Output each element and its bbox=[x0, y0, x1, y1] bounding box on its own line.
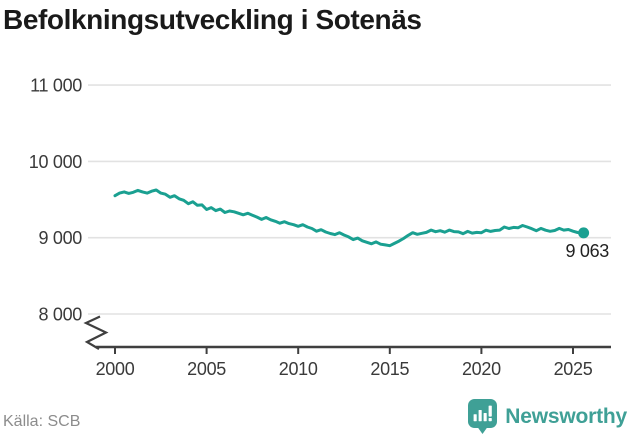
last-value-label: 9 063 bbox=[565, 241, 609, 261]
y-axis-break-icon bbox=[83, 315, 109, 350]
y-axis-tick-label: 11 000 bbox=[30, 76, 82, 96]
last-point-marker bbox=[578, 227, 590, 239]
x-axis-tick-label: 2010 bbox=[279, 359, 318, 379]
y-axis-tick-label: 8 000 bbox=[38, 305, 82, 325]
newsworthy-wordmark: Newsworthy bbox=[505, 404, 627, 428]
y-axis-tick-label: 9 000 bbox=[38, 228, 82, 248]
bar-chart-speech-bubble-icon bbox=[468, 399, 498, 434]
x-axis-tick-label: 2000 bbox=[96, 359, 135, 379]
chart-title: Befolkningsutveckling i Sotenäs bbox=[3, 4, 422, 35]
x-axis-tick-label: 2025 bbox=[554, 359, 593, 379]
x-axis-tick-label: 2005 bbox=[187, 359, 226, 379]
source-note: Källa: SCB bbox=[3, 413, 81, 430]
x-axis-tick-label: 2015 bbox=[370, 359, 409, 379]
x-axis-tick-label: 2020 bbox=[462, 359, 501, 379]
y-axis-tick-label: 10 000 bbox=[29, 152, 83, 172]
population-series-line bbox=[113, 188, 586, 248]
population-line-chart: 8 000 9 000 10 000 11 000 2000 2005 2010 2015 20… bbox=[29, 76, 611, 379]
newsworthy-logo[interactable]: Newsworthy bbox=[467, 398, 627, 435]
